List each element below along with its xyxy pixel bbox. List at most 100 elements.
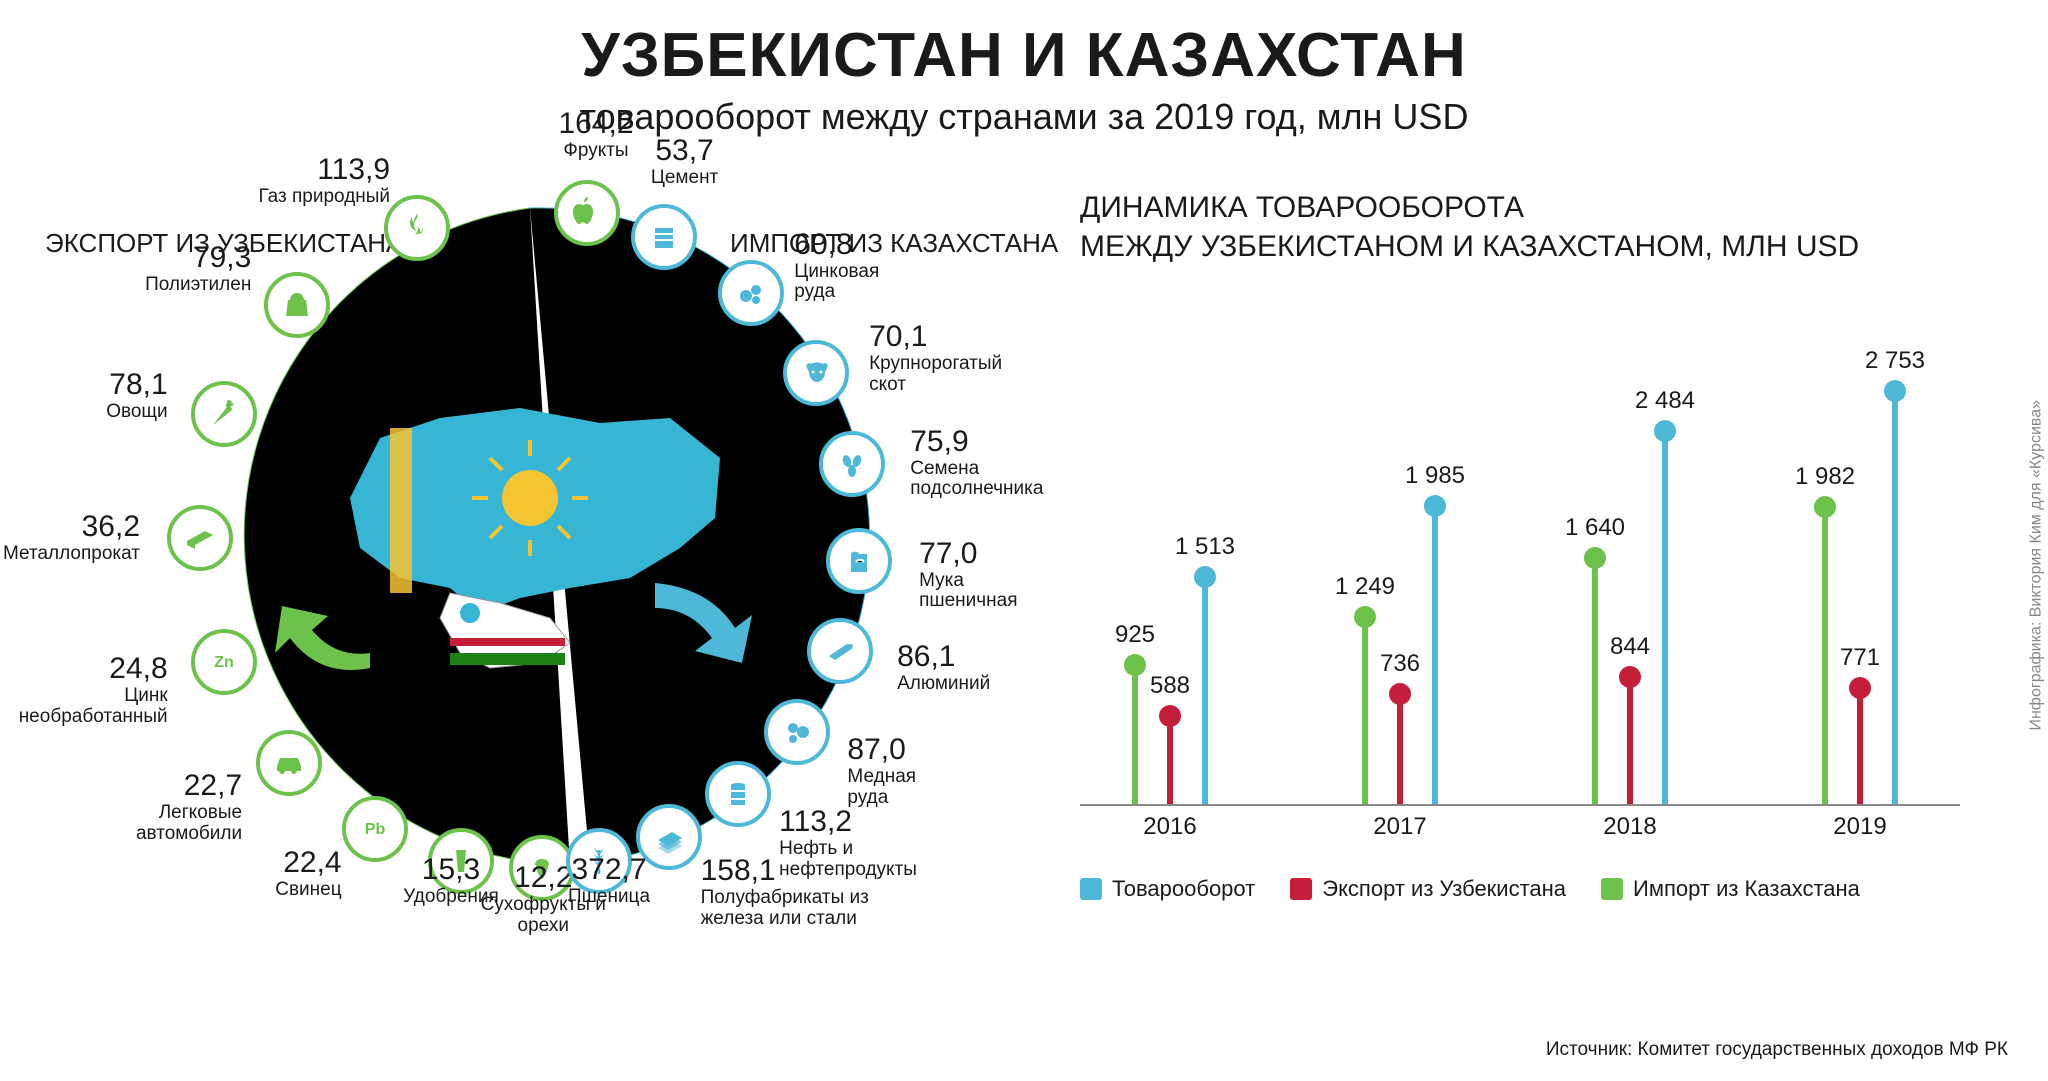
- header: УЗБЕКИСТАН И КАЗАХСТАН товарооборот межд…: [0, 0, 2048, 138]
- stem: [1167, 716, 1173, 804]
- import-node-ore: [718, 260, 784, 326]
- stem: [1362, 617, 1368, 804]
- stem: [1432, 506, 1438, 804]
- chart-area: 20169255881 51320171 2497361 98520181 64…: [1080, 296, 1980, 856]
- value-label: 1 985: [1405, 462, 1465, 490]
- credit-text: Инфографика: Виктория Ким для «Курсива»: [2028, 400, 2046, 731]
- import-node-flour: [826, 528, 892, 594]
- head: [1354, 606, 1376, 628]
- value-label: 1 249: [1335, 573, 1395, 601]
- chart-title-line1: ДИНАМИКА ТОВАРООБОРОТА: [1080, 191, 1524, 224]
- value: 60,8: [794, 230, 890, 260]
- value-label: 2 753: [1865, 347, 1925, 375]
- year-label: 2016: [1143, 813, 1196, 841]
- export-label: 24,8Цинк необработанный: [19, 654, 168, 728]
- head: [1159, 705, 1181, 727]
- head: [1654, 420, 1676, 442]
- cow-icon: [799, 356, 833, 390]
- export-label: 79,3Полиэтилен: [145, 243, 251, 296]
- export-label: 113,9Газ природный: [258, 155, 390, 208]
- label: Полуфабрикаты из железа или стали: [701, 888, 890, 930]
- import-node-pipe: [807, 618, 873, 684]
- value: 113,2: [779, 807, 917, 837]
- value: 24,8: [19, 654, 168, 684]
- value: 36,2: [3, 512, 140, 542]
- value: 53,7: [615, 136, 755, 166]
- value: 86,1: [897, 642, 990, 672]
- head: [1124, 654, 1146, 676]
- export-node-beam: [167, 505, 233, 571]
- import-label: 158,1Полуфабрикаты из железа или стали: [701, 856, 890, 930]
- value: 75,9: [910, 427, 1043, 457]
- legend-item-turnover: Товарооборот: [1080, 876, 1255, 902]
- label: Семена подсолнечника: [910, 459, 1043, 501]
- label: Цинк необработанный: [19, 686, 168, 728]
- label: Полиэтилен: [145, 275, 251, 296]
- value: 78,1: [106, 370, 167, 400]
- ore2-icon: [780, 715, 814, 749]
- stem: [1592, 558, 1598, 804]
- import-label: 77,0Мука пшеничная: [919, 539, 1017, 613]
- export-label: 78,1Овощи: [106, 370, 167, 423]
- head: [1389, 683, 1411, 705]
- head: [1849, 677, 1871, 699]
- legend-label: Экспорт из Узбекистана: [1322, 876, 1566, 902]
- pb-icon: Pb: [358, 812, 392, 846]
- legend-swatch: [1601, 878, 1623, 900]
- stem: [1627, 677, 1633, 804]
- flame-icon: [400, 211, 434, 245]
- bag-icon: [280, 288, 314, 322]
- stem: [1202, 577, 1208, 804]
- export-node-zn: Zn: [191, 629, 257, 695]
- seeds-icon: [835, 447, 869, 481]
- svg-text:Pb: Pb: [365, 821, 386, 838]
- export-node-carrot: [191, 381, 257, 447]
- circle-infographic: ЭКСПОРТ ИЗ УЗБЕКИСТАНА ИМПОРТ ИЗ КАЗАХСТ…: [0, 168, 1060, 1028]
- value: 113,9: [258, 155, 390, 185]
- label: Мука пшеничная: [919, 571, 1017, 613]
- chart-panel: ДИНАМИКА ТОВАРООБОРОТА МЕЖДУ УЗБЕКИСТАНО…: [1060, 168, 2030, 1028]
- value-label: 588: [1150, 672, 1190, 700]
- value: 77,0: [919, 539, 1017, 569]
- value: 70,1: [869, 322, 1002, 352]
- head: [1424, 495, 1446, 517]
- stem: [1857, 688, 1863, 804]
- export-arrow-icon: [270, 598, 390, 688]
- label: Цинковая руда: [794, 262, 890, 304]
- export-label: 22,7Легковые автомобили: [136, 771, 242, 845]
- import-node-ore2: [764, 699, 830, 765]
- import-node-barrel: [705, 761, 771, 827]
- legend-swatch: [1290, 878, 1312, 900]
- carrot-icon: [207, 397, 241, 431]
- value-label: 2 484: [1635, 387, 1695, 415]
- value-label: 771: [1840, 644, 1880, 672]
- legend-item-export: Экспорт из Узбекистана: [1290, 876, 1566, 902]
- import-label: 86,1Алюминий: [897, 642, 990, 695]
- label: Овощи: [106, 402, 167, 423]
- export-node-flame: [384, 195, 450, 261]
- import-label: 60,8Цинковая руда: [794, 230, 890, 304]
- label: Свинец: [275, 880, 341, 901]
- label: Алюминий: [897, 674, 990, 695]
- head: [1814, 496, 1836, 518]
- value-label: 925: [1115, 621, 1155, 649]
- value-label: 1 640: [1565, 514, 1625, 542]
- import-node-cow: [783, 340, 849, 406]
- stem: [1822, 507, 1828, 804]
- import-arrow-icon: [640, 573, 770, 673]
- value: 164,2: [526, 109, 666, 139]
- export-node-car: [256, 730, 322, 796]
- sheets-icon: [652, 820, 686, 854]
- year-label: 2019: [1833, 813, 1886, 841]
- pipe-icon: [823, 634, 857, 668]
- legend-swatch: [1080, 878, 1102, 900]
- import-node-cement: [631, 204, 697, 270]
- stem: [1892, 391, 1898, 804]
- value: 372,7: [539, 855, 679, 885]
- chart-legend: Товарооборот Экспорт из Узбекистана Импорт…: [1080, 876, 2030, 905]
- legend-item-import: Импорт из Казахстана: [1601, 876, 1860, 902]
- zn-icon: Zn: [207, 645, 241, 679]
- value: 158,1: [701, 856, 890, 886]
- label: Пшеница: [539, 887, 679, 908]
- value-label: 844: [1610, 633, 1650, 661]
